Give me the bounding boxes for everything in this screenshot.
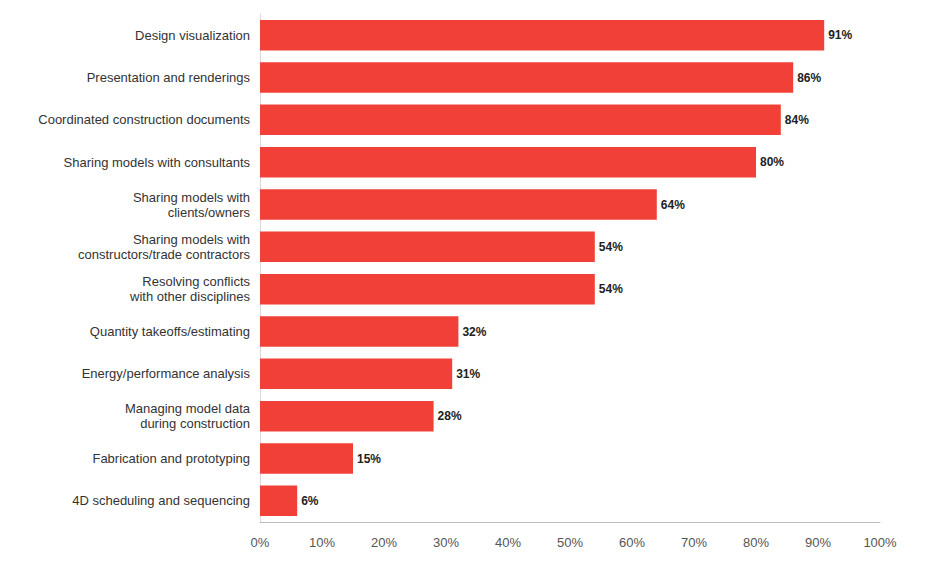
svg-text:32%: 32% bbox=[462, 325, 486, 339]
svg-text:15%: 15% bbox=[357, 452, 381, 466]
svg-text:80%: 80% bbox=[760, 155, 784, 169]
svg-text:Sharing models with consultant: Sharing models with consultants bbox=[64, 155, 251, 170]
svg-text:Coordinated construction docum: Coordinated construction documents bbox=[38, 112, 250, 127]
svg-text:6%: 6% bbox=[301, 494, 319, 508]
svg-text:80%: 80% bbox=[743, 535, 769, 550]
svg-text:64%: 64% bbox=[661, 198, 685, 212]
svg-text:Managing model data: Managing model data bbox=[125, 401, 251, 416]
svg-text:86%: 86% bbox=[797, 71, 821, 85]
svg-text:during construction: during construction bbox=[140, 416, 250, 431]
svg-text:60%: 60% bbox=[619, 535, 645, 550]
svg-text:54%: 54% bbox=[599, 240, 623, 254]
svg-text:Quantity takeoffs/estimating: Quantity takeoffs/estimating bbox=[90, 324, 250, 339]
svg-text:50%: 50% bbox=[557, 535, 583, 550]
svg-text:28%: 28% bbox=[438, 409, 462, 423]
svg-text:10%: 10% bbox=[309, 535, 335, 550]
svg-text:54%: 54% bbox=[599, 282, 623, 296]
svg-text:clients/owners: clients/owners bbox=[168, 205, 251, 220]
svg-text:4D scheduling and sequencing: 4D scheduling and sequencing bbox=[72, 493, 250, 508]
svg-text:Sharing models with: Sharing models with bbox=[133, 232, 250, 247]
svg-text:100%: 100% bbox=[863, 535, 897, 550]
svg-text:31%: 31% bbox=[456, 367, 480, 381]
svg-text:84%: 84% bbox=[785, 113, 809, 127]
svg-text:Sharing models with: Sharing models with bbox=[133, 190, 250, 205]
svg-text:90%: 90% bbox=[805, 535, 831, 550]
svg-text:Presentation and renderings: Presentation and renderings bbox=[87, 70, 251, 85]
svg-text:with other disciplines: with other disciplines bbox=[129, 289, 250, 304]
svg-text:0%: 0% bbox=[251, 535, 270, 550]
svg-text:Design visualization: Design visualization bbox=[135, 28, 250, 43]
svg-text:91%: 91% bbox=[828, 28, 852, 42]
svg-text:constructors/trade contractors: constructors/trade contractors bbox=[78, 247, 250, 262]
svg-text:Energy/performance analysis: Energy/performance analysis bbox=[82, 366, 251, 381]
svg-text:Fabrication and prototyping: Fabrication and prototyping bbox=[92, 451, 250, 466]
svg-text:40%: 40% bbox=[495, 535, 521, 550]
svg-text:20%: 20% bbox=[371, 535, 397, 550]
svg-text:Resolving conflicts: Resolving conflicts bbox=[142, 274, 250, 289]
svg-text:30%: 30% bbox=[433, 535, 459, 550]
svg-text:70%: 70% bbox=[681, 535, 707, 550]
